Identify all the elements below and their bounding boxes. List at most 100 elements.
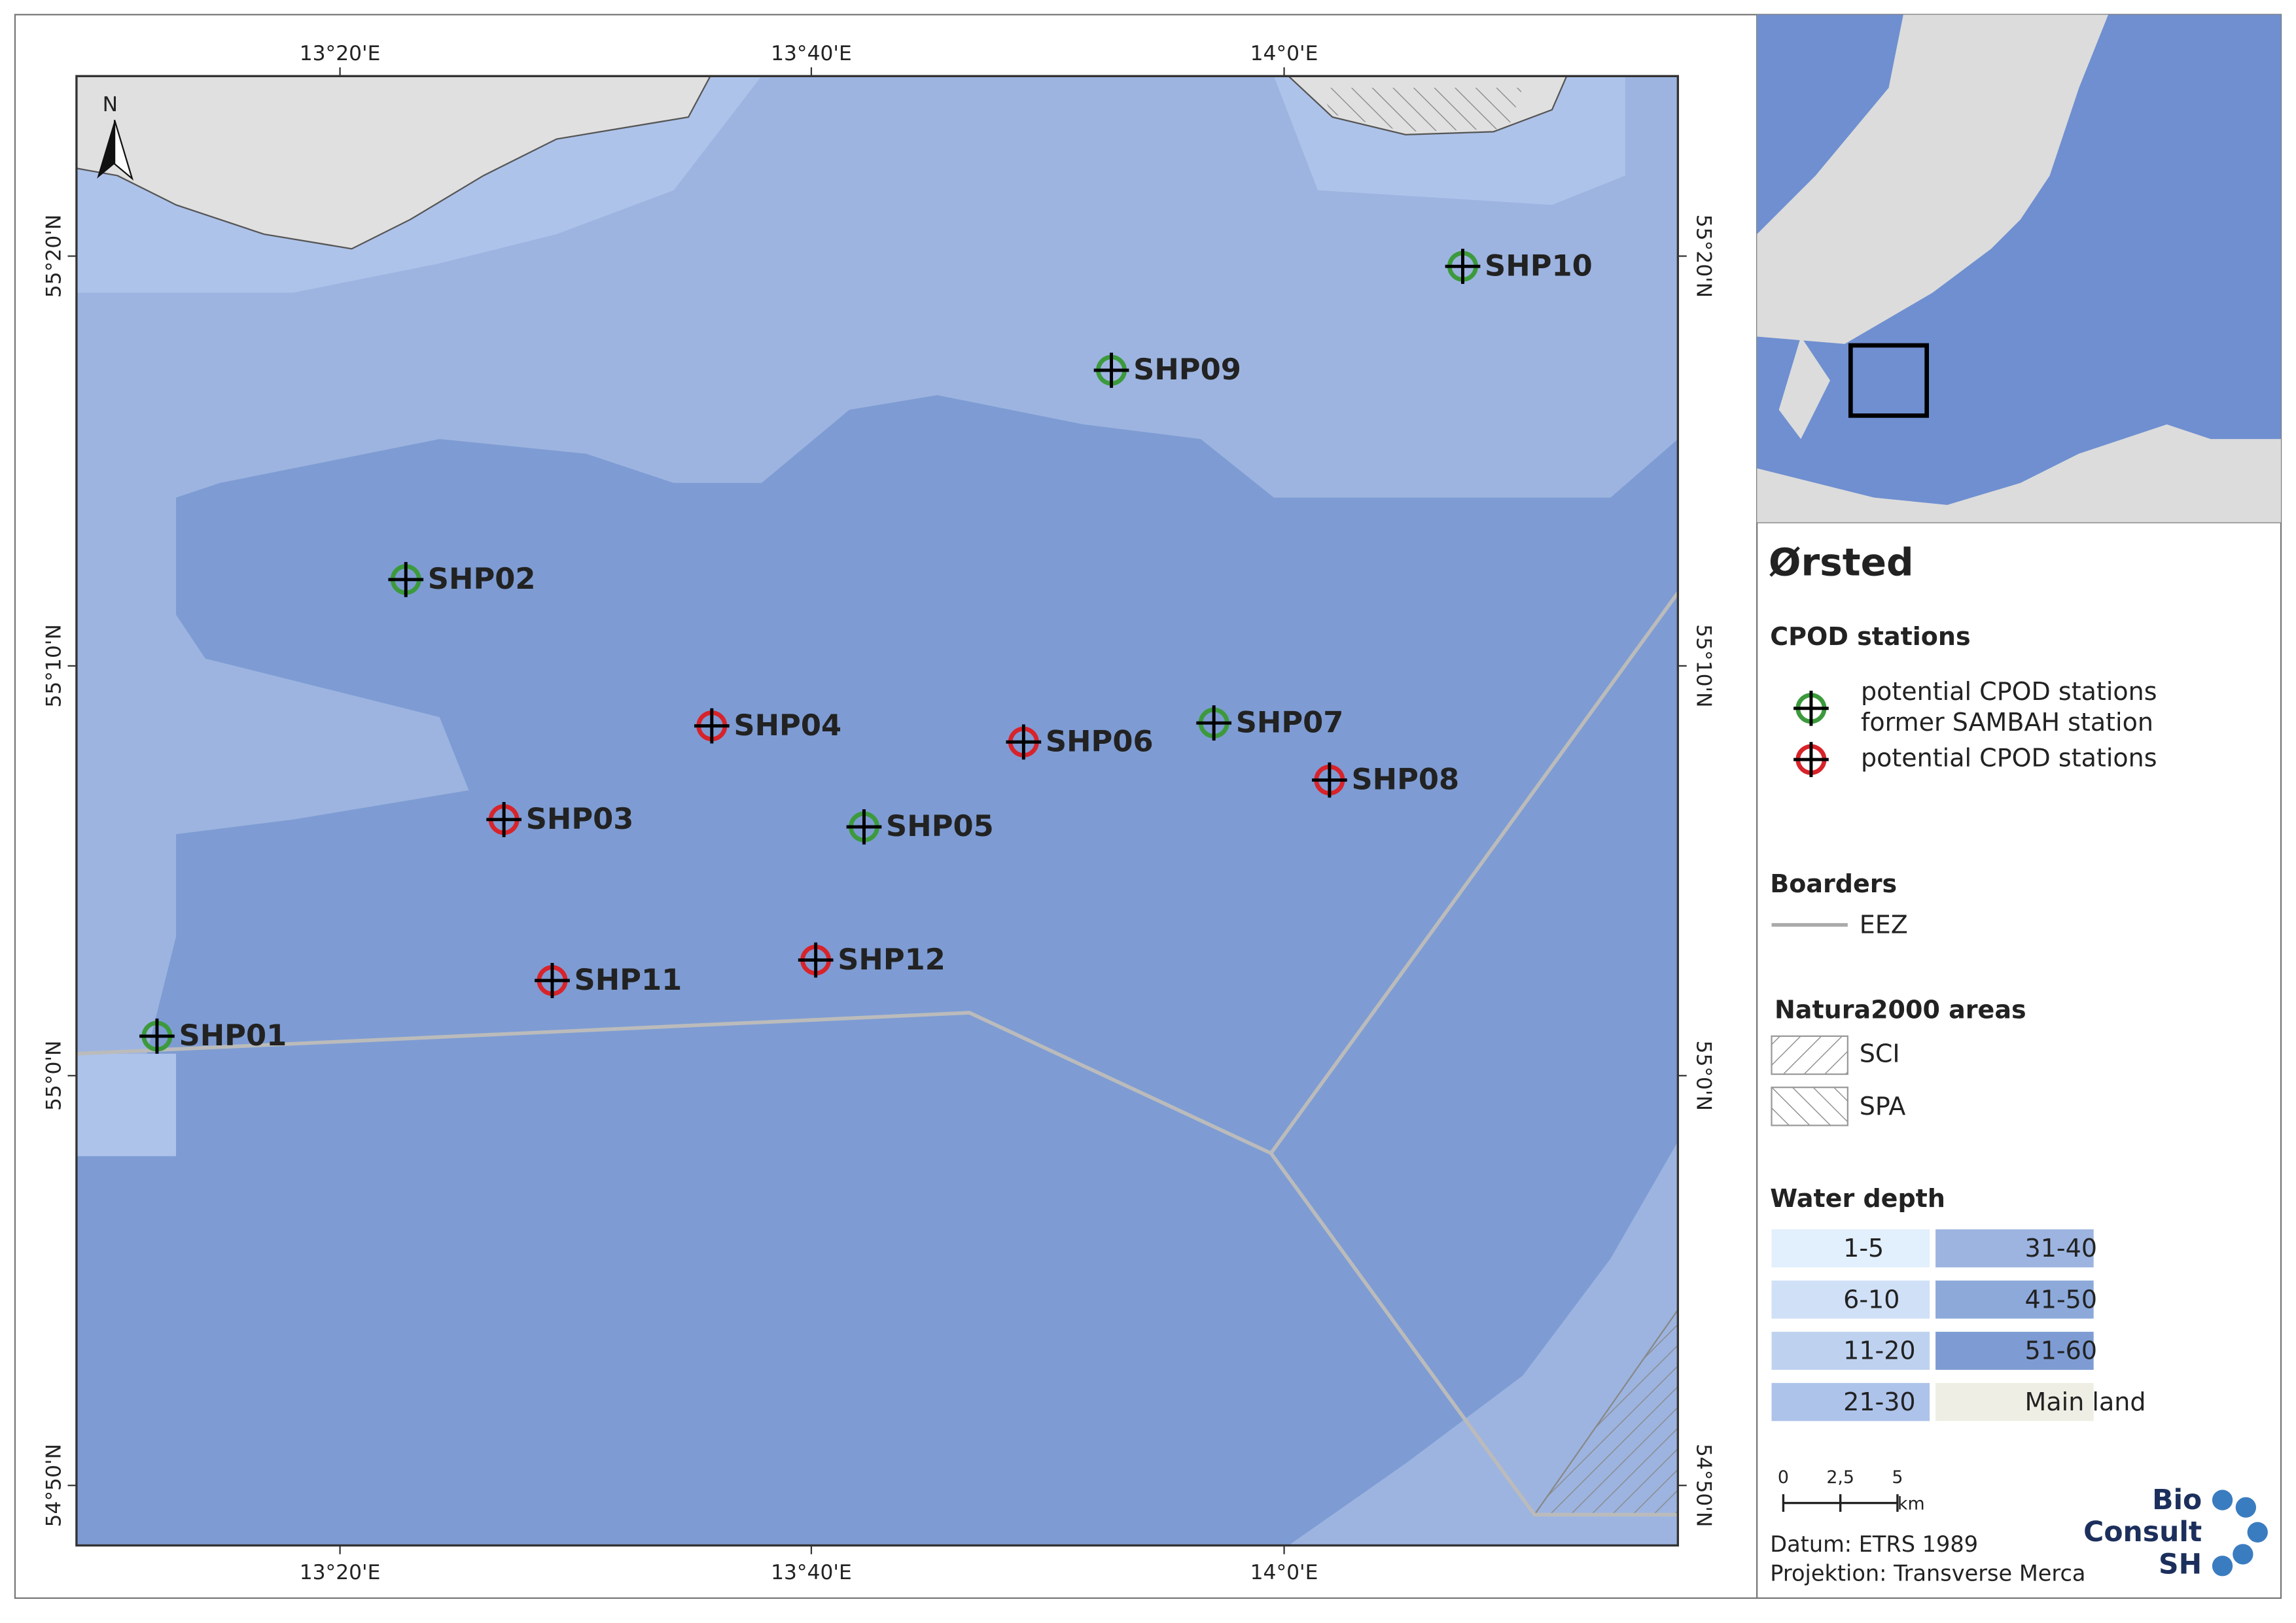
logo-drops bbox=[2212, 1490, 2268, 1577]
legend-label: 6-10 bbox=[1843, 1285, 1899, 1314]
legend-label: SPA bbox=[1860, 1092, 1906, 1121]
station-marker bbox=[1445, 249, 1481, 285]
station-marker bbox=[1196, 705, 1232, 741]
overview-extent bbox=[1848, 343, 1930, 418]
station-marker bbox=[694, 708, 730, 744]
land bbox=[76, 76, 711, 250]
scale-label: 5 bbox=[1892, 1467, 1903, 1488]
north-arrow-half bbox=[113, 120, 134, 181]
overview-sea bbox=[1757, 14, 1903, 234]
scale-bar bbox=[1782, 1494, 1899, 1512]
station-marker bbox=[535, 963, 570, 998]
lon-label: 13°40'E bbox=[771, 42, 852, 65]
logo-text: SH bbox=[2159, 1548, 2202, 1580]
legend-heading: Water depth bbox=[1770, 1184, 1945, 1213]
depth-swatch bbox=[1771, 1383, 1930, 1422]
station-label: SHP11 bbox=[574, 962, 682, 997]
north-label: N bbox=[103, 93, 118, 116]
legend-heading: CPOD stations bbox=[1770, 622, 1970, 651]
lat-label: 55°20'N bbox=[42, 215, 65, 298]
legend-label: SCI bbox=[1860, 1039, 1900, 1068]
depth-swatch bbox=[1935, 1383, 2094, 1422]
logo-text: Bio bbox=[2152, 1484, 2202, 1516]
logo-drop bbox=[2235, 1497, 2257, 1518]
legend-label: 21-30 bbox=[1843, 1387, 1915, 1416]
marker-cross bbox=[139, 1019, 175, 1054]
legend-label: 31-40 bbox=[2025, 1234, 2097, 1263]
station-label: SHP01 bbox=[179, 1018, 287, 1053]
depth-swatch bbox=[1771, 1280, 1930, 1319]
logo-drop bbox=[2212, 1556, 2233, 1577]
marker-cross bbox=[486, 801, 521, 837]
station-label: SHP12 bbox=[838, 942, 945, 977]
lon-label: 14°0'E bbox=[1250, 1561, 1318, 1584]
marker-cross bbox=[535, 963, 570, 998]
station-marker bbox=[1793, 742, 1829, 777]
overview-map bbox=[1757, 14, 2282, 523]
spa-swatch bbox=[1771, 1087, 1848, 1126]
lon-label: 14°0'E bbox=[1250, 42, 1318, 65]
depth-swatch bbox=[1935, 1229, 2094, 1268]
lat-label: 55°0'N bbox=[42, 1041, 65, 1111]
lon-label: 13°20'E bbox=[300, 42, 381, 65]
station-label: SHP10 bbox=[1485, 248, 1593, 283]
marker-cross bbox=[1793, 690, 1829, 726]
station-marker bbox=[1312, 762, 1347, 798]
logo-drop bbox=[2247, 1522, 2268, 1543]
logo-drop bbox=[2212, 1490, 2233, 1510]
marker-cross bbox=[1093, 353, 1129, 388]
north-arrow bbox=[97, 120, 134, 181]
depth-21-30 bbox=[76, 1053, 177, 1157]
station-label: SHP03 bbox=[526, 801, 634, 836]
station-label: SHP08 bbox=[1351, 762, 1459, 797]
scale-unit: km bbox=[1898, 1493, 1925, 1514]
logo-text: Consult bbox=[2083, 1516, 2202, 1548]
legend-heading: Boarders bbox=[1770, 869, 1897, 898]
logo-drop bbox=[2233, 1544, 2253, 1565]
station-marker bbox=[1006, 724, 1042, 760]
depth-swatch bbox=[1771, 1229, 1930, 1268]
marker-cross bbox=[388, 562, 424, 597]
lat-label: 54°50'N bbox=[1691, 1444, 1715, 1527]
lat-label: 55°0'N bbox=[1691, 1041, 1715, 1111]
station-label: SHP07 bbox=[1236, 705, 1344, 739]
depth-swatch bbox=[1935, 1331, 2094, 1370]
station-marker bbox=[486, 801, 521, 837]
station-label: SHP09 bbox=[1133, 352, 1241, 387]
legend-label: 11-20 bbox=[1843, 1336, 1915, 1365]
lat-label: 55°20'N bbox=[1691, 215, 1715, 298]
legend-label: potential CPOD stations bbox=[1861, 677, 2157, 706]
station-marker bbox=[798, 942, 834, 978]
station-label: SHP06 bbox=[1046, 724, 1154, 758]
marker-cross bbox=[846, 809, 882, 845]
scale-label: 0 bbox=[1778, 1467, 1789, 1488]
scale-label: 2,5 bbox=[1826, 1467, 1854, 1488]
eez-line bbox=[76, 591, 1678, 1517]
marker-cross bbox=[1445, 249, 1481, 285]
legend-label: EEZ bbox=[1860, 911, 1908, 939]
legend-title: Ørsted bbox=[1769, 540, 1914, 585]
legend-label: 1-5 bbox=[1843, 1234, 1884, 1263]
legend-swatches bbox=[1771, 923, 2268, 1577]
lon-label: 13°20'E bbox=[300, 1561, 381, 1584]
depth-map bbox=[76, 76, 1678, 1546]
station-label: SHP02 bbox=[428, 561, 536, 596]
lat-label: 55°10'N bbox=[1691, 624, 1715, 707]
outer-frame bbox=[14, 14, 2282, 1599]
marker-cross bbox=[1312, 762, 1347, 798]
lat-label: 55°10'N bbox=[42, 624, 65, 707]
station-label: SHP04 bbox=[733, 708, 841, 742]
depth-31-40 bbox=[76, 76, 1678, 1054]
depth-swatch bbox=[1771, 1331, 1930, 1370]
lon-label: 13°40'E bbox=[771, 1561, 852, 1584]
station-marker bbox=[139, 1019, 175, 1054]
marker-cross bbox=[1196, 705, 1232, 741]
marker-cross bbox=[1793, 742, 1829, 777]
projection: Projektion: Transverse Merca bbox=[1770, 1561, 2085, 1586]
legend-label: potential CPOD stations bbox=[1861, 744, 2157, 773]
map-frame bbox=[75, 75, 1680, 1547]
marker-cross bbox=[694, 708, 730, 744]
station-marker bbox=[388, 562, 424, 597]
